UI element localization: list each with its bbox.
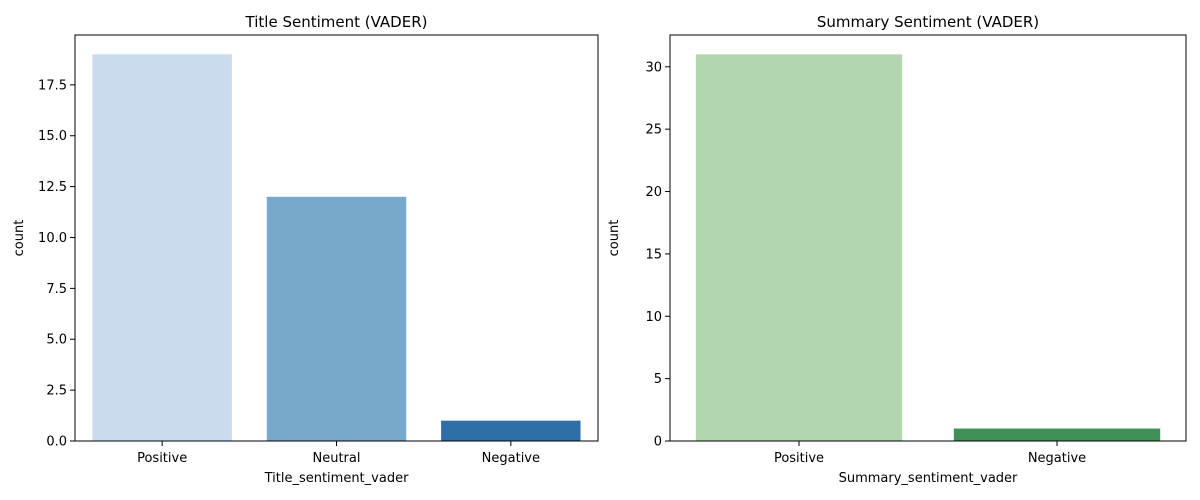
x-tick-label: Negative — [1028, 451, 1086, 466]
y-tick-label: 20 — [645, 185, 662, 200]
y-tick-label: 5 — [654, 372, 662, 387]
y-axis-label: count — [12, 220, 27, 257]
y-tick-label: 15 — [645, 247, 662, 262]
x-tick-label: Negative — [482, 451, 540, 466]
x-axis-label: Title_sentiment_vader — [264, 471, 409, 486]
y-tick-label: 10.0 — [38, 231, 67, 246]
y-tick-label: 7.5 — [46, 282, 67, 297]
bar-positive — [695, 54, 903, 441]
y-tick-label: 10 — [645, 310, 662, 325]
plot-frame — [669, 34, 1187, 442]
y-tick-label: 0 — [654, 435, 662, 450]
y-tick-label: 30 — [645, 60, 662, 75]
y-tick-label: 25 — [645, 123, 662, 138]
x-tick-label: Positive — [137, 451, 187, 466]
plot-frame — [74, 34, 599, 442]
y-tick-label: 15.0 — [38, 129, 67, 144]
y-tick-label: 17.5 — [38, 78, 67, 93]
chart-title: Title Sentiment (VADER) — [245, 13, 428, 31]
x-tick-label: Neutral — [313, 451, 361, 466]
bar-negative — [441, 420, 581, 441]
y-tick-label: 5.0 — [46, 333, 67, 348]
y-axis-label: count — [607, 220, 622, 257]
bar-positive — [92, 54, 232, 441]
y-tick-label: 2.5 — [46, 384, 67, 399]
y-tick-label: 0.0 — [46, 435, 67, 450]
chart-summary-sentiment: Summary Sentiment (VADER) Summary_sentim… — [607, 13, 1187, 486]
chart-title-sentiment: Title Sentiment (VADER) Title_sentiment_… — [12, 13, 599, 486]
y-tick-label: 12.5 — [38, 180, 67, 195]
x-tick-label: Positive — [774, 451, 824, 466]
chart-title: Summary Sentiment (VADER) — [817, 13, 1039, 31]
bar-neutral — [266, 196, 407, 441]
bar-negative — [953, 428, 1161, 441]
x-axis-label: Summary_sentiment_vader — [839, 471, 1018, 486]
